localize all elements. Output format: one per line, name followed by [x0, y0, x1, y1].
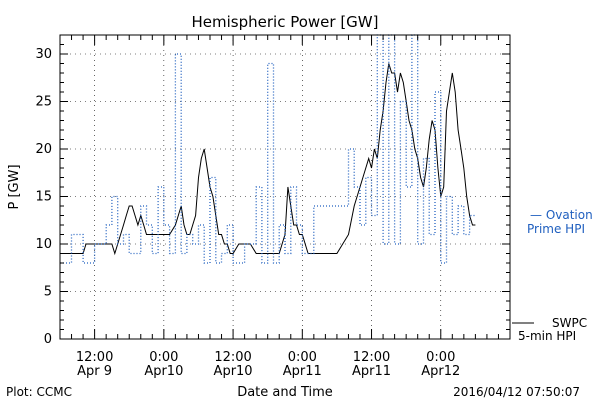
y-tick-label: 0 — [44, 332, 52, 347]
x-tick-label-time: 12:00 — [353, 350, 390, 365]
y-tick-label: 30 — [35, 47, 52, 62]
chart-title: Hemispheric Power [GW] — [192, 13, 379, 31]
y-tick-label: 25 — [35, 95, 52, 110]
x-tick-label-time: 0:00 — [288, 350, 317, 365]
plot-timestamp: 2016/04/12 07:50:07 — [453, 385, 580, 399]
x-tick-label-date: Apr11 — [283, 364, 322, 379]
grid-layer — [60, 35, 510, 340]
series-line-ovation-prime-hpi — [60, 34, 476, 264]
series-line-swpc-hpi — [60, 63, 476, 256]
legend-swpc-line2: 5-min HPI — [518, 329, 576, 343]
x-tick-label-date: Apr11 — [352, 364, 391, 379]
x-tick-label-time: 12:00 — [76, 350, 113, 365]
x-tick-label-time: 12:00 — [214, 350, 251, 365]
x-tick-label-time: 0:00 — [426, 350, 455, 365]
x-tick-label-date: Apr12 — [421, 364, 460, 379]
plot-frame — [59, 34, 511, 340]
legend-ovation-line1: — Ovation — [530, 208, 593, 222]
y-tick-label: 5 — [44, 285, 52, 300]
y-tick-label: 10 — [35, 237, 52, 252]
y-tick-label: 20 — [35, 142, 52, 157]
legend-ovation-line2: Prime HPI — [527, 222, 585, 236]
plot-credit: Plot: CCMC — [6, 385, 72, 399]
y-axis-label: P [GW] — [7, 164, 22, 209]
x-tick-label-time: 0:00 — [149, 350, 178, 365]
legend-swpc-line1: SWPC — [552, 316, 587, 330]
x-tick-label-date: Apr 9 — [77, 364, 112, 379]
x-axis-label: Date and Time — [237, 385, 333, 400]
x-tick-label-date: Apr10 — [214, 364, 253, 379]
series-layer — [60, 34, 476, 264]
legend: — Ovation Prime HPI SWPC 5-min HPI — [512, 208, 593, 343]
y-tick-label: 15 — [35, 190, 52, 205]
x-tick-label-date: Apr10 — [144, 364, 183, 379]
